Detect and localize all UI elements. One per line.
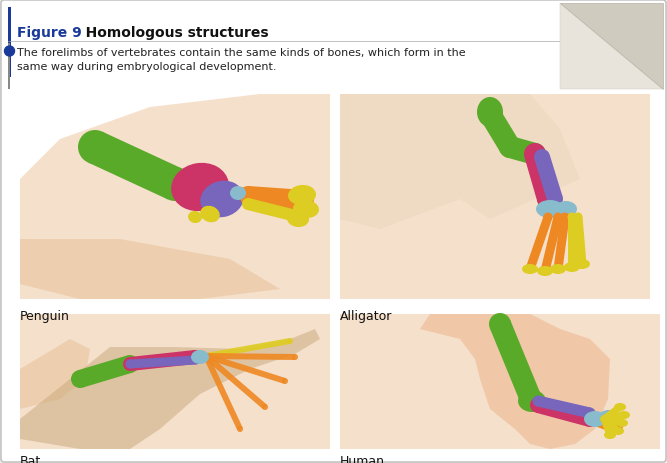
Circle shape [203, 353, 209, 359]
Ellipse shape [584, 411, 606, 427]
Polygon shape [129, 350, 195, 371]
Polygon shape [20, 314, 330, 449]
Circle shape [203, 353, 209, 359]
Polygon shape [560, 4, 663, 90]
Polygon shape [490, 320, 540, 401]
Circle shape [123, 357, 137, 371]
Polygon shape [574, 217, 586, 265]
Polygon shape [247, 199, 301, 223]
Circle shape [489, 313, 511, 335]
Polygon shape [247, 193, 309, 214]
Circle shape [582, 411, 598, 427]
Circle shape [241, 193, 255, 206]
Ellipse shape [612, 427, 624, 435]
Circle shape [499, 137, 521, 159]
Circle shape [287, 338, 293, 344]
Ellipse shape [477, 98, 503, 128]
Circle shape [574, 213, 582, 222]
Polygon shape [20, 239, 280, 300]
Ellipse shape [518, 390, 546, 412]
Polygon shape [568, 218, 576, 268]
Circle shape [613, 424, 623, 434]
Polygon shape [554, 217, 570, 270]
Ellipse shape [171, 163, 229, 212]
Circle shape [547, 192, 563, 207]
Ellipse shape [555, 201, 577, 218]
Ellipse shape [604, 431, 616, 439]
Text: Alligator: Alligator [340, 309, 392, 322]
Text: Figure 9: Figure 9 [17, 26, 82, 40]
Polygon shape [77, 356, 133, 388]
Circle shape [614, 427, 622, 435]
Polygon shape [481, 109, 520, 153]
Circle shape [519, 386, 541, 408]
Circle shape [530, 397, 546, 413]
Polygon shape [340, 314, 660, 449]
Circle shape [537, 188, 559, 211]
Circle shape [203, 353, 209, 359]
Circle shape [554, 213, 562, 222]
Circle shape [125, 360, 135, 369]
Circle shape [560, 213, 570, 222]
Circle shape [590, 416, 600, 426]
Circle shape [262, 404, 268, 410]
Circle shape [532, 396, 544, 407]
Ellipse shape [574, 259, 590, 269]
Ellipse shape [618, 411, 630, 419]
Circle shape [600, 416, 608, 423]
Polygon shape [205, 353, 286, 384]
Ellipse shape [230, 187, 246, 200]
Circle shape [600, 416, 608, 423]
Polygon shape [129, 356, 196, 369]
Circle shape [239, 187, 257, 205]
Polygon shape [88, 132, 182, 200]
Ellipse shape [288, 186, 316, 206]
Circle shape [499, 137, 521, 159]
Text: Penguin: Penguin [20, 309, 70, 322]
Ellipse shape [536, 200, 564, 219]
Circle shape [600, 416, 608, 423]
Circle shape [616, 404, 624, 411]
Circle shape [544, 213, 552, 222]
Text: Bat: Bat [20, 454, 41, 463]
Circle shape [606, 432, 614, 438]
Circle shape [294, 212, 306, 224]
Polygon shape [420, 130, 580, 219]
Polygon shape [420, 314, 610, 449]
Circle shape [188, 350, 202, 364]
Polygon shape [20, 95, 330, 300]
Circle shape [540, 267, 550, 276]
Text: The forelimbs of vertebrates contain the same kinds of bones, which form in the
: The forelimbs of vertebrates contain the… [17, 48, 466, 72]
Circle shape [191, 356, 201, 365]
Polygon shape [541, 217, 562, 272]
Circle shape [121, 355, 139, 373]
Circle shape [600, 416, 608, 423]
Bar [8, 8, 11, 78]
Polygon shape [205, 338, 291, 359]
Ellipse shape [599, 410, 617, 424]
Circle shape [479, 104, 501, 126]
Polygon shape [340, 95, 560, 160]
Ellipse shape [522, 264, 538, 275]
Polygon shape [594, 416, 620, 434]
Circle shape [203, 353, 209, 359]
Circle shape [282, 378, 288, 384]
Polygon shape [20, 339, 90, 409]
Circle shape [578, 260, 586, 269]
Polygon shape [602, 416, 620, 434]
Polygon shape [340, 95, 650, 300]
Polygon shape [603, 416, 623, 426]
Polygon shape [526, 216, 552, 271]
Circle shape [301, 200, 315, 214]
Circle shape [554, 265, 562, 274]
Circle shape [526, 265, 534, 274]
Ellipse shape [188, 212, 202, 224]
Ellipse shape [564, 263, 580, 272]
Circle shape [568, 213, 576, 222]
Circle shape [296, 191, 314, 208]
Text: Homologous structures: Homologous structures [71, 26, 269, 40]
Polygon shape [206, 353, 295, 360]
Ellipse shape [537, 266, 553, 276]
Circle shape [78, 131, 112, 165]
